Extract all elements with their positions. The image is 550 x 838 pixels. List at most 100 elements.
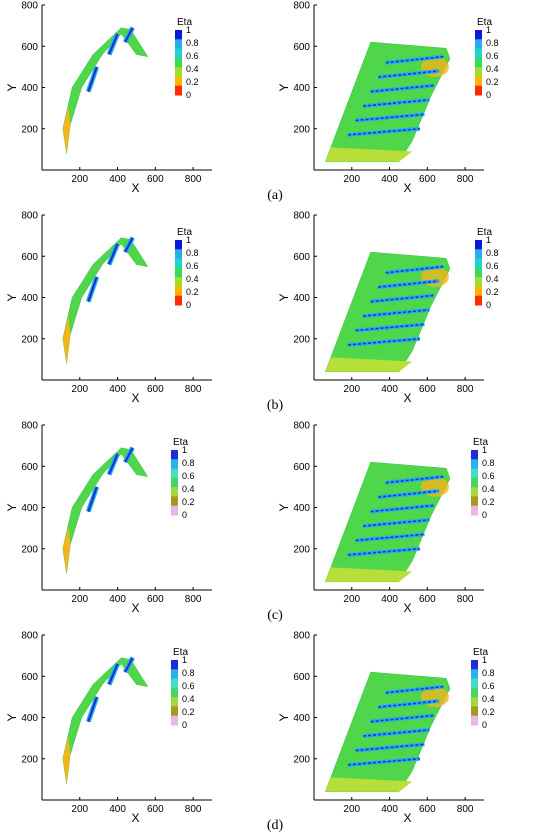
- band-stripe-core: [108, 453, 119, 475]
- legend-tick-label: 0.2: [186, 287, 199, 297]
- band-stripe-core: [87, 66, 98, 92]
- legend-tick-label: 0: [182, 720, 187, 730]
- x-axis-label: X: [403, 601, 411, 615]
- y-axis-label: Y: [277, 713, 291, 721]
- legend-tick-label: 0.6: [486, 51, 499, 61]
- x-tick-label: 800: [185, 594, 202, 605]
- legend-color-swatch: [175, 240, 182, 250]
- legend-tick-label: 0.6: [186, 261, 199, 271]
- legend-tick-label: 0.4: [486, 274, 499, 284]
- band-stripe-core: [370, 294, 435, 303]
- x-tick-label: 800: [457, 384, 474, 395]
- x-axis-label: X: [131, 601, 139, 615]
- legend-color-swatch: [171, 459, 178, 470]
- band-stripe-core: [347, 758, 420, 766]
- x-tick-label: 200: [71, 384, 88, 395]
- y-tick-label: 400: [21, 503, 38, 514]
- legend-tick-label: 0.2: [486, 287, 499, 297]
- band-stripe-core: [347, 338, 420, 346]
- x-tick-label: 600: [419, 384, 436, 395]
- legend-color-swatch: [475, 48, 482, 59]
- legend-tick-label: 0: [486, 90, 491, 100]
- legend-color-swatch: [175, 258, 182, 269]
- legend-tick-label: 0.6: [186, 51, 199, 61]
- y-tick-label: 600: [293, 42, 310, 53]
- x-tick-label: 400: [109, 384, 126, 395]
- y-axis-label: Y: [5, 293, 19, 301]
- band-stripe-core: [370, 504, 435, 513]
- y-tick-label: 600: [21, 252, 38, 263]
- legend-title: Eta: [477, 227, 492, 238]
- band-stripe-core: [363, 309, 430, 317]
- legend-color-swatch: [175, 267, 182, 278]
- x-axis-label: X: [131, 181, 139, 195]
- legend-tick-label: 0: [182, 510, 187, 520]
- legend-tick-label: 0.2: [482, 707, 495, 717]
- y-tick-label: 600: [293, 462, 310, 473]
- surface: [62, 237, 149, 364]
- x-tick-label: 600: [419, 174, 436, 185]
- legend-tick-label: 0.2: [186, 77, 199, 87]
- x-axis-label: X: [403, 811, 411, 825]
- legend-color-swatch: [471, 715, 478, 726]
- x-tick-label: 600: [419, 594, 436, 605]
- x-tick-label: 600: [147, 384, 164, 395]
- legend-tick-label: 0.2: [482, 497, 495, 507]
- band-stripe: [385, 684, 444, 695]
- x-tick-label: 400: [381, 174, 398, 185]
- band-stripe-core: [87, 486, 98, 512]
- legend-color-swatch: [175, 295, 182, 306]
- band-stripe-core: [124, 27, 134, 43]
- legend-color-swatch: [475, 67, 482, 77]
- legend-tick-label: 0: [486, 300, 491, 310]
- band-stripe-core: [363, 519, 430, 527]
- legend-color-swatch: [175, 48, 182, 59]
- legend-color-swatch: [475, 286, 482, 297]
- legend-tick-label: 0.4: [182, 694, 195, 704]
- band-stripe: [385, 474, 444, 485]
- y-axis-label: Y: [5, 503, 19, 511]
- band-stripe-core: [108, 663, 119, 685]
- surface-bottom: [325, 147, 413, 162]
- legend-color-swatch: [175, 76, 182, 87]
- surface: [62, 657, 149, 784]
- y-tick-label: 200: [21, 124, 38, 135]
- panel-label-b: (b): [266, 398, 284, 413]
- surface-edge: [62, 106, 71, 154]
- legend-tick-label: 0.4: [486, 64, 499, 74]
- legend-tick-label: 1: [186, 235, 191, 245]
- y-tick-label: 800: [21, 211, 38, 222]
- band-stripe-core: [378, 490, 439, 498]
- legend-tick-label: 1: [186, 25, 191, 35]
- y-tick-label: 200: [293, 334, 310, 345]
- surface-bottom: [325, 567, 413, 582]
- legend-tick-label: 0.6: [182, 471, 195, 481]
- legend-tick-label: 0: [186, 90, 191, 100]
- legend-color-swatch: [475, 30, 482, 40]
- surface-bottom: [325, 357, 413, 372]
- legend-tick-label: 0.4: [182, 484, 195, 494]
- legend-color-swatch: [175, 277, 182, 287]
- legend-title: Eta: [177, 227, 192, 238]
- legend-color-swatch: [175, 67, 182, 77]
- legend-color-swatch: [471, 687, 478, 698]
- band-stripe-core: [378, 70, 439, 78]
- legend-tick-label: 0: [482, 510, 487, 520]
- legend-color-swatch: [171, 706, 178, 717]
- band-stripe-core: [124, 447, 134, 463]
- band-stripe-core: [355, 113, 425, 122]
- legend-color-swatch: [475, 39, 482, 50]
- band-stripe-core: [363, 729, 430, 737]
- legend-tick-label: 1: [482, 445, 487, 455]
- y-tick-label: 200: [21, 754, 38, 765]
- y-tick-label: 600: [293, 252, 310, 263]
- legend-color-swatch: [171, 715, 178, 726]
- band-stripe-core: [87, 276, 98, 302]
- legend-tick-label: 0.8: [186, 38, 199, 48]
- band-stripe-core: [347, 128, 420, 136]
- y-tick-label: 200: [21, 334, 38, 345]
- legend-tick-label: 0.2: [182, 497, 195, 507]
